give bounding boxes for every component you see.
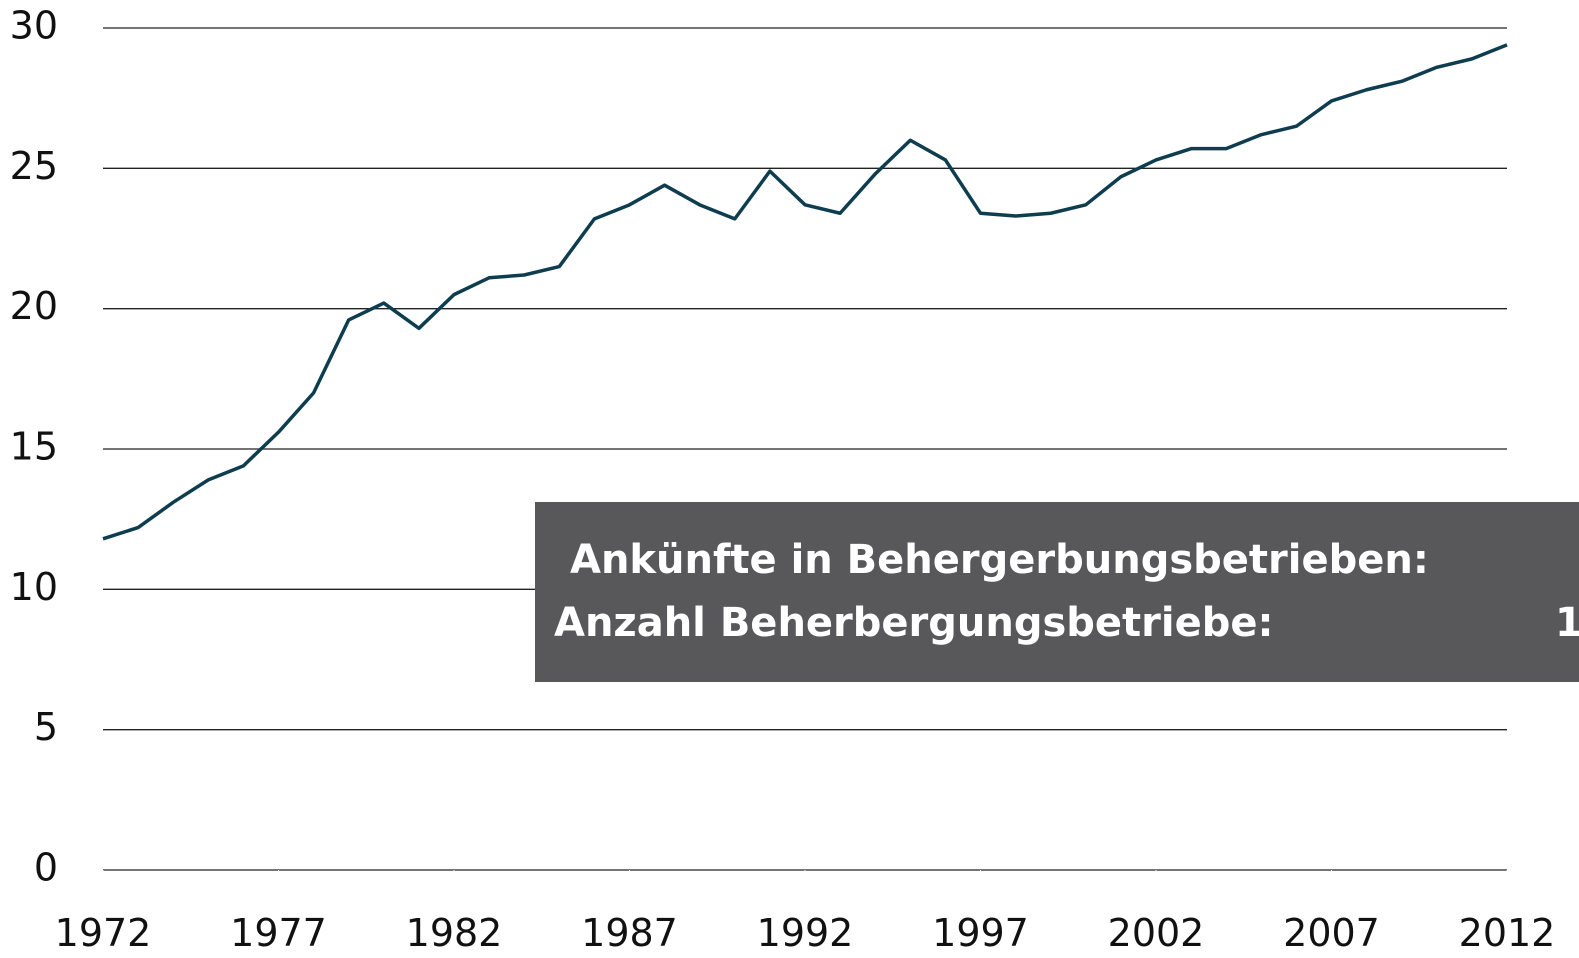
plot	[102, 43, 1508, 541]
y-tick-label: 15	[10, 425, 58, 469]
x-tick-label: 1992	[757, 911, 854, 955]
tooltip-line: Anzahl Beherbergungsbetriebe:	[554, 600, 1274, 646]
x-tick-label: 2002	[1108, 911, 1205, 955]
y-tick-label: 10	[10, 565, 58, 609]
grid	[102, 27, 1508, 871]
y-tick-label: 20	[10, 284, 58, 328]
y-tick-label: 30	[10, 4, 58, 48]
y-tick-label: 5	[34, 705, 58, 749]
tooltip: Ankünfte in Behergerbungsbetrieben: Anza…	[535, 502, 1579, 682]
y-tick-label: 0	[34, 846, 58, 890]
x-tick-label: 1977	[230, 911, 327, 955]
x-tick-label: 1972	[55, 911, 152, 955]
x-tick-label: 1997	[932, 911, 1029, 955]
tooltip-value: 1	[1555, 600, 1579, 646]
y-tick-label: 25	[10, 144, 58, 188]
x-tick-label: 1987	[581, 911, 678, 955]
x-tick-label: 1982	[406, 911, 503, 955]
x-tick-label: 2007	[1283, 911, 1380, 955]
tooltip-box	[535, 502, 1579, 682]
line	[102, 43, 1508, 541]
x-tick-label: 2012	[1459, 911, 1556, 955]
tooltip-line: Ankünfte in Behergerbungsbetrieben:	[570, 537, 1429, 583]
